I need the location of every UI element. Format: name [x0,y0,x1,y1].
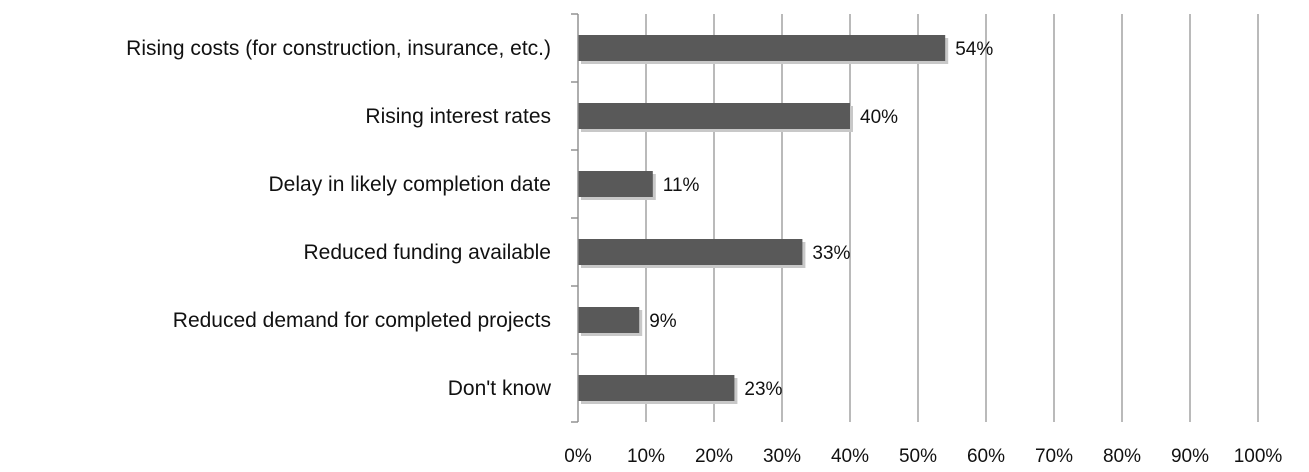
data-label: 9% [649,311,677,332]
bar [578,239,803,265]
data-label: 23% [744,379,782,400]
x-tick-label: 60% [967,446,1005,467]
x-tick-label: 30% [763,446,801,467]
x-tick-label: 0% [564,446,592,467]
bar [578,103,850,129]
bar [578,35,946,61]
data-label: 11% [663,175,700,196]
category-labels: Rising costs (for construction, insuranc… [126,37,552,400]
bar [578,307,640,333]
y-axis [571,13,579,423]
category-label: Rising interest rates [365,105,551,128]
x-tick-label: 40% [831,446,869,467]
x-tick-label: 70% [1035,446,1073,467]
data-label: 33% [812,243,850,264]
data-labels: 54% 40% 11% 33% 9% 23% [649,39,993,400]
category-label: Don't know [448,377,552,400]
gridlines [645,14,1259,422]
data-label: 54% [955,39,993,60]
category-label: Reduced demand for completed projects [173,309,551,332]
category-label: Rising costs (for construction, insuranc… [126,37,551,60]
category-label: Delay in likely completion date [269,173,551,196]
x-tick-label: 10% [627,446,665,467]
bars [578,35,949,404]
x-tick-label: 20% [695,446,733,467]
x-tick-label: 90% [1171,446,1209,467]
x-tick-labels: 0% 10% 20% 30% 40% 50% 60% 70% 80% 90% 100% [564,446,1282,467]
bar [578,375,735,401]
x-tick-label: 50% [899,446,937,467]
bar [578,171,653,197]
category-label: Reduced funding available [303,241,551,264]
x-tick-label: 100% [1234,446,1283,467]
x-tick-label: 80% [1103,446,1141,467]
data-label: 40% [860,107,898,128]
